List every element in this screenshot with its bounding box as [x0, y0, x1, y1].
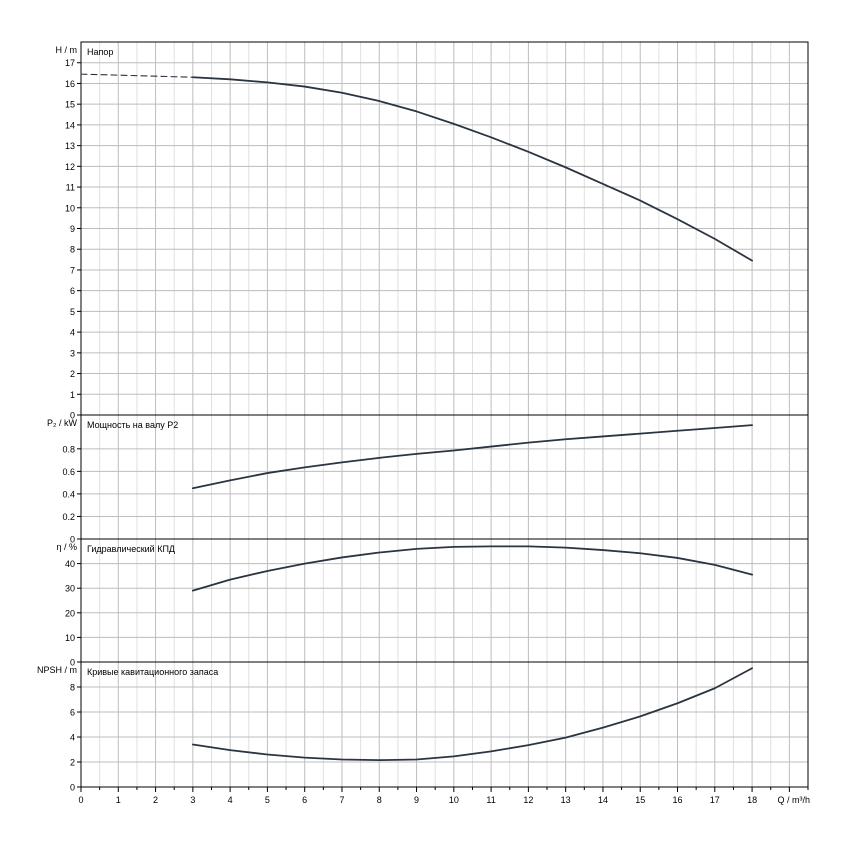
performance-curve	[191, 545, 753, 592]
performance-curve	[191, 667, 753, 762]
y-tick-label: 15	[65, 100, 75, 110]
y-tick-label: 0	[70, 783, 75, 793]
y-axis-label: H / m	[56, 45, 78, 55]
x-axis-label: Q / m³/h	[777, 795, 810, 805]
x-tick-label: 3	[190, 795, 195, 805]
y-tick-label: 0.8	[62, 444, 75, 454]
y-tick-label: 10	[65, 633, 75, 643]
x-tick-label: 6	[302, 795, 307, 805]
x-tick-label: 18	[747, 795, 757, 805]
y-tick-label: 0.6	[62, 467, 75, 477]
performance-curve	[191, 76, 753, 262]
y-tick-label: 11	[66, 183, 75, 193]
y-tick-label: 2	[70, 758, 75, 768]
y-tick-label: 7	[70, 265, 75, 275]
y-tick-label: 9	[70, 224, 75, 234]
y-tick-label: 0	[70, 411, 75, 421]
panel-title: Гидравлический КПД	[87, 544, 175, 554]
panel-title: Мощность на валу P2	[87, 420, 178, 430]
y-tick-label: 4	[70, 328, 75, 338]
x-tick-label: 12	[523, 795, 533, 805]
x-tick-label: 8	[377, 795, 382, 805]
y-tick-label: 2	[70, 369, 75, 379]
y-axis-label: NPSH / m	[37, 665, 77, 675]
y-tick-label: 17	[65, 58, 75, 68]
y-tick-label: 14	[65, 120, 75, 130]
y-tick-label: 8	[70, 683, 75, 693]
y-tick-label: 0	[70, 658, 75, 668]
panel-title: Напор	[87, 47, 113, 57]
y-tick-label: 20	[65, 608, 75, 618]
x-tick-label: 13	[561, 795, 571, 805]
x-tick-label: 1	[116, 795, 121, 805]
panel-frame	[80, 538, 809, 663]
x-tick-label: 7	[339, 795, 344, 805]
y-tick-label: 0.4	[62, 489, 75, 499]
curve-extrapolated	[80, 73, 194, 78]
y-tick-label: 4	[70, 733, 75, 743]
y-tick-label: 6	[70, 286, 75, 296]
x-tick-label: 0	[78, 795, 83, 805]
x-tick-label: 14	[598, 795, 608, 805]
x-tick-label: 17	[710, 795, 720, 805]
y-tick-label: 40	[65, 559, 75, 569]
y-tick-label: 13	[65, 141, 75, 151]
panel-frame	[80, 661, 809, 788]
y-tick-label: 12	[65, 162, 75, 172]
y-tick-label: 6	[70, 708, 75, 718]
y-tick-label: 8	[70, 245, 75, 255]
x-tick-label: 4	[228, 795, 233, 805]
panel-frame	[80, 414, 809, 540]
y-axis-label: η / %	[56, 542, 77, 552]
performance-curve	[191, 424, 753, 490]
y-tick-label: 10	[65, 203, 75, 213]
x-tick-label: 5	[265, 795, 270, 805]
y-tick-label: 16	[65, 79, 75, 89]
x-tick-label: 16	[673, 795, 683, 805]
x-tick-label: 10	[449, 795, 459, 805]
x-tick-label: 2	[153, 795, 158, 805]
y-tick-label: 0	[70, 535, 75, 545]
y-tick-label: 3	[70, 348, 75, 358]
y-tick-label: 0.2	[62, 512, 75, 522]
y-tick-label: 30	[65, 584, 75, 594]
y-tick-label: 5	[70, 307, 75, 317]
x-tick-label: 11	[486, 795, 495, 805]
y-axis-label: P₂ / kW	[47, 418, 77, 428]
y-tick-label: 1	[70, 390, 75, 400]
panel-title: Кривые кавитационного запаса	[87, 667, 218, 677]
x-tick-label: 15	[635, 795, 645, 805]
x-tick-label: 9	[414, 795, 419, 805]
